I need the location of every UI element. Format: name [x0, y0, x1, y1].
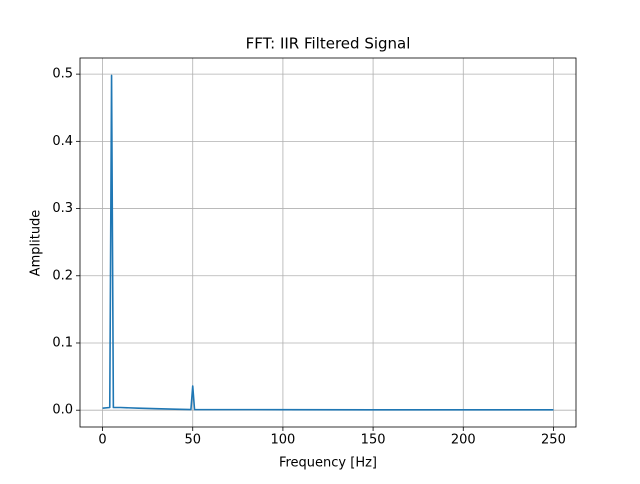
x-tick-label: 150: [361, 433, 386, 448]
y-tick-label: 0.3: [52, 201, 73, 216]
x-tick-label: 200: [451, 433, 476, 448]
y-axis-label: Amplitude: [29, 210, 44, 277]
x-tick-label: 0: [98, 433, 106, 448]
data-line: [102, 74, 554, 411]
chart-title: FFT: IIR Filtered Signal: [246, 35, 411, 53]
x-tick-label: 250: [541, 433, 566, 448]
y-tick-label: 0.5: [52, 67, 73, 82]
y-tick-label: 0.0: [52, 403, 73, 418]
x-tick-label: 100: [270, 433, 295, 448]
y-tick-label: 0.4: [52, 134, 73, 149]
x-axis-label: Frequency [Hz]: [279, 456, 377, 471]
x-tick-label: 50: [184, 433, 201, 448]
y-tick-label: 0.2: [52, 268, 73, 283]
plot-frame: [79, 57, 577, 428]
y-tick-label: 0.1: [52, 335, 73, 350]
